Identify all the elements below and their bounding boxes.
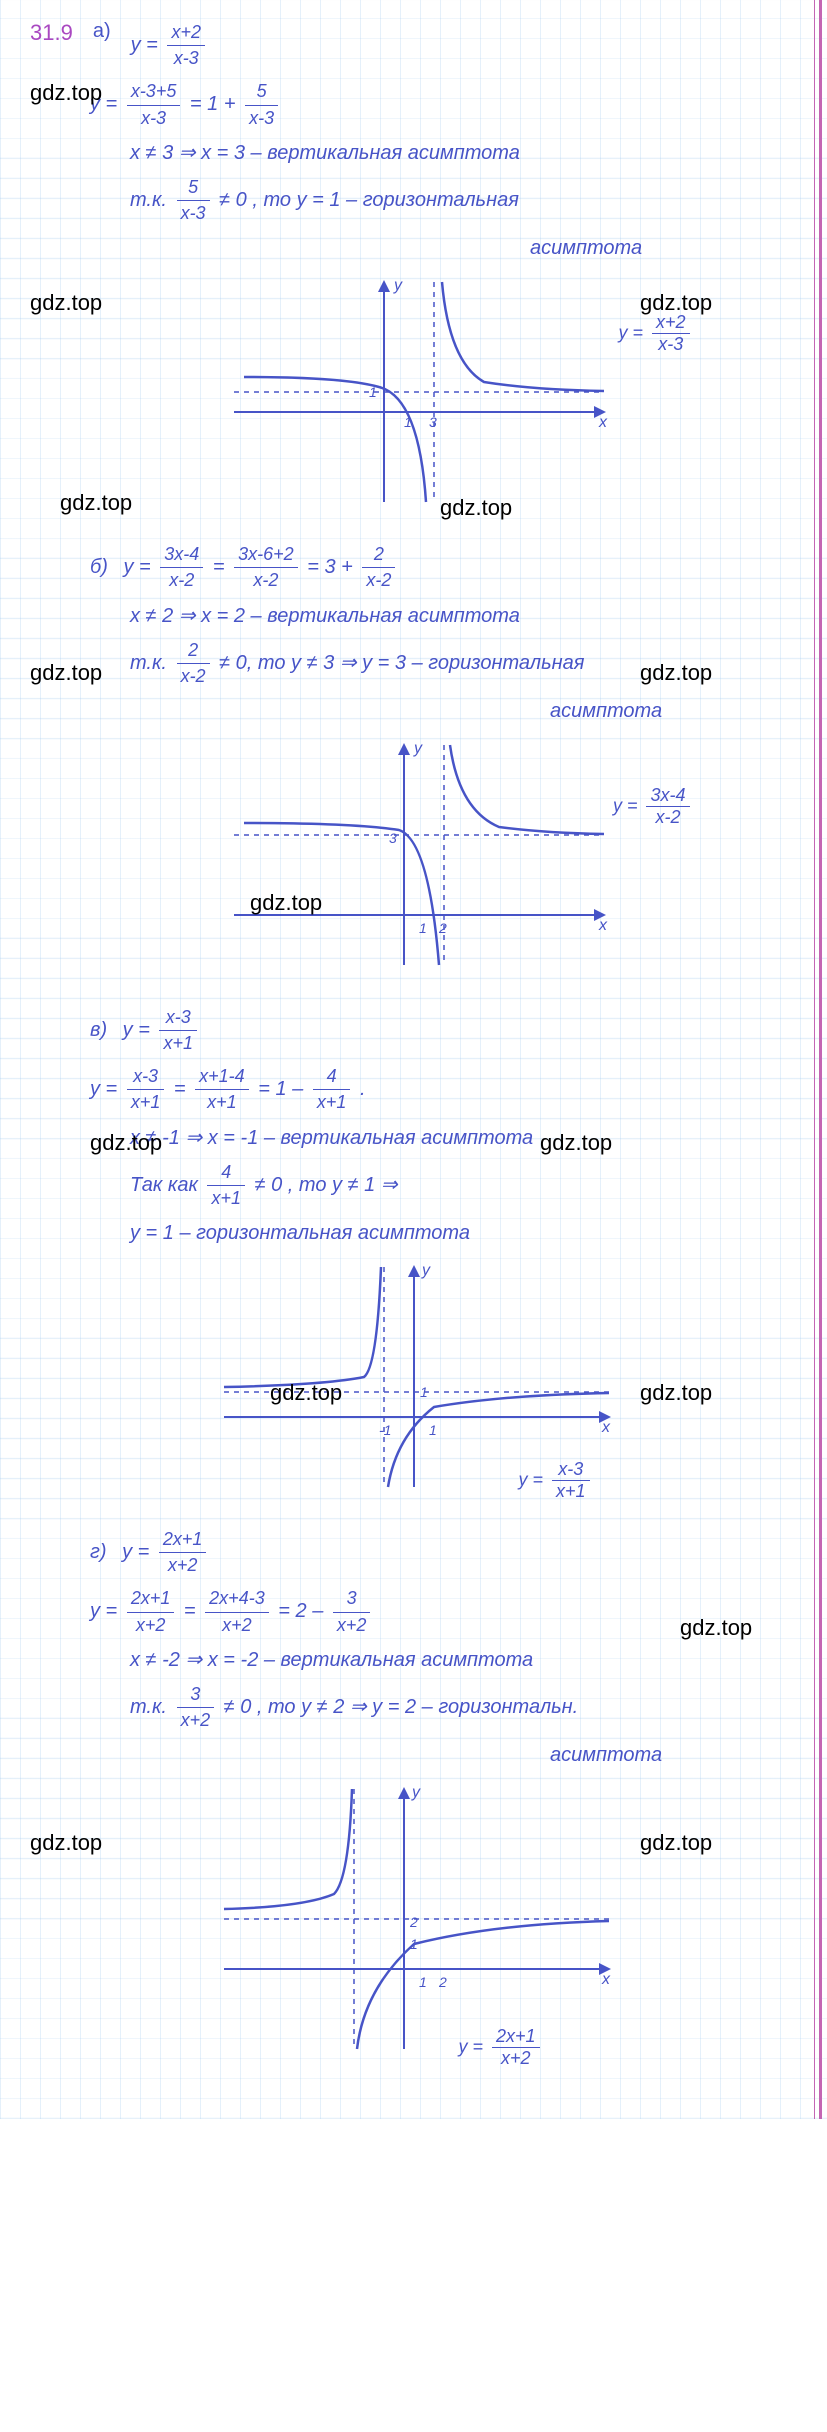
- part-c-cond3: y = 1 – горизонтальная асимптота: [130, 1219, 797, 1247]
- part-d-cond2: т.к. 3x+2 ≠ 0 , то y ≠ 2 ⇒ y = 2 – гориз…: [130, 1682, 797, 1733]
- svg-text:1: 1: [369, 384, 377, 400]
- watermark-text: gdz.top: [30, 290, 102, 316]
- part-d-line1: г) y = 2x+1x+2: [90, 1527, 797, 1578]
- part-d-cond1: x ≠ -2 ⇒ x = -2 – вертикальная асимптота: [130, 1646, 797, 1674]
- svg-text:x: x: [601, 1971, 611, 1988]
- problem-number: 31.9: [30, 20, 73, 46]
- part-c-graph: -1 1 1 x y y = x-3x+1: [204, 1257, 624, 1497]
- part-d-cond2b: асимптота: [550, 1741, 797, 1769]
- part-b-line1: б) y = 3x-4x-2 = 3x-6+2x-2 = 3 + 2x-2: [90, 542, 797, 593]
- svg-text:-1: -1: [379, 1422, 391, 1438]
- watermark-text: gdz.top: [640, 1380, 712, 1406]
- watermark-text: gdz.top: [90, 1130, 162, 1156]
- part-c-transform: y = x-3x+1 = x+1-4x+1 = 1 – 4x+1 .: [90, 1064, 797, 1115]
- part-a-graph: 1 3 1 x y y = x+2x-3: [204, 272, 624, 512]
- part-c-line1: в) y = x-3x+1: [90, 1005, 797, 1056]
- part-b-graph-label: y = 3x-4x-2: [613, 785, 694, 828]
- watermark-text: gdz.top: [60, 490, 132, 516]
- part-c-cond2: Так как 4x+1 ≠ 0 , то y ≠ 1 ⇒: [130, 1160, 797, 1211]
- part-c-graph-label: y = x-3x+1: [518, 1459, 593, 1502]
- svg-text:3: 3: [389, 830, 397, 846]
- part-a-graph-label: y = x+2x-3: [618, 312, 693, 355]
- watermark-text: gdz.top: [30, 80, 102, 106]
- watermark-text: gdz.top: [270, 1380, 342, 1406]
- watermark-text: gdz.top: [640, 1830, 712, 1856]
- svg-text:x: x: [598, 414, 608, 431]
- svg-text:y: y: [411, 1784, 421, 1801]
- part-b-graph: 1 2 3 x y y = 3x-4x-2: [204, 735, 624, 975]
- svg-text:1: 1: [419, 920, 427, 936]
- svg-text:y: y: [421, 1262, 431, 1279]
- part-b-cond1: x ≠ 2 ⇒ x = 2 – вертикальная асимптота: [130, 602, 797, 630]
- svg-text:1: 1: [410, 1936, 418, 1952]
- part-c-cond1: x ≠ -1 ⇒ x = -1 – вертикальная асимптота: [130, 1124, 797, 1152]
- svg-text:2: 2: [438, 1974, 447, 1990]
- watermark-text: gdz.top: [30, 1830, 102, 1856]
- part-b-cond2b: асимптота: [550, 697, 797, 725]
- watermark-text: gdz.top: [540, 1130, 612, 1156]
- svg-text:2: 2: [438, 920, 447, 936]
- svg-text:1: 1: [419, 1974, 427, 1990]
- svg-text:x: x: [598, 917, 608, 934]
- part-a-transform: y = x-3+5x-3 = 1 + 5x-3: [90, 79, 797, 130]
- part-a-cond2b: асимптота: [530, 234, 797, 262]
- watermark-text: gdz.top: [640, 290, 712, 316]
- svg-text:x: x: [601, 1419, 611, 1436]
- watermark-text: gdz.top: [440, 495, 512, 521]
- svg-text:y: y: [413, 740, 423, 757]
- svg-text:y: y: [393, 277, 403, 294]
- svg-text:1: 1: [420, 1384, 428, 1400]
- watermark-text: gdz.top: [640, 660, 712, 686]
- part-d-graph: 1 2 1 2 x y y = 2x+1x+2: [204, 1779, 624, 2059]
- part-a-cond2: т.к. 5x-3 ≠ 0 , то y = 1 – горизонтальна…: [130, 175, 797, 226]
- watermark-text: gdz.top: [680, 1615, 752, 1641]
- part-a-cond1: x ≠ 3 ⇒ x = 3 – вертикальная асимптота: [130, 139, 797, 167]
- part-d-graph-label: y = 2x+1x+2: [458, 2026, 543, 2069]
- part-a-label: а): [93, 20, 111, 43]
- svg-text:2: 2: [409, 1914, 418, 1930]
- watermark-text: gdz.top: [250, 890, 322, 916]
- watermark-text: gdz.top: [30, 660, 102, 686]
- svg-text:1: 1: [404, 414, 412, 430]
- svg-text:3: 3: [429, 414, 437, 430]
- svg-text:1: 1: [429, 1422, 437, 1438]
- part-a-eq: y = x+2x-3: [131, 20, 209, 71]
